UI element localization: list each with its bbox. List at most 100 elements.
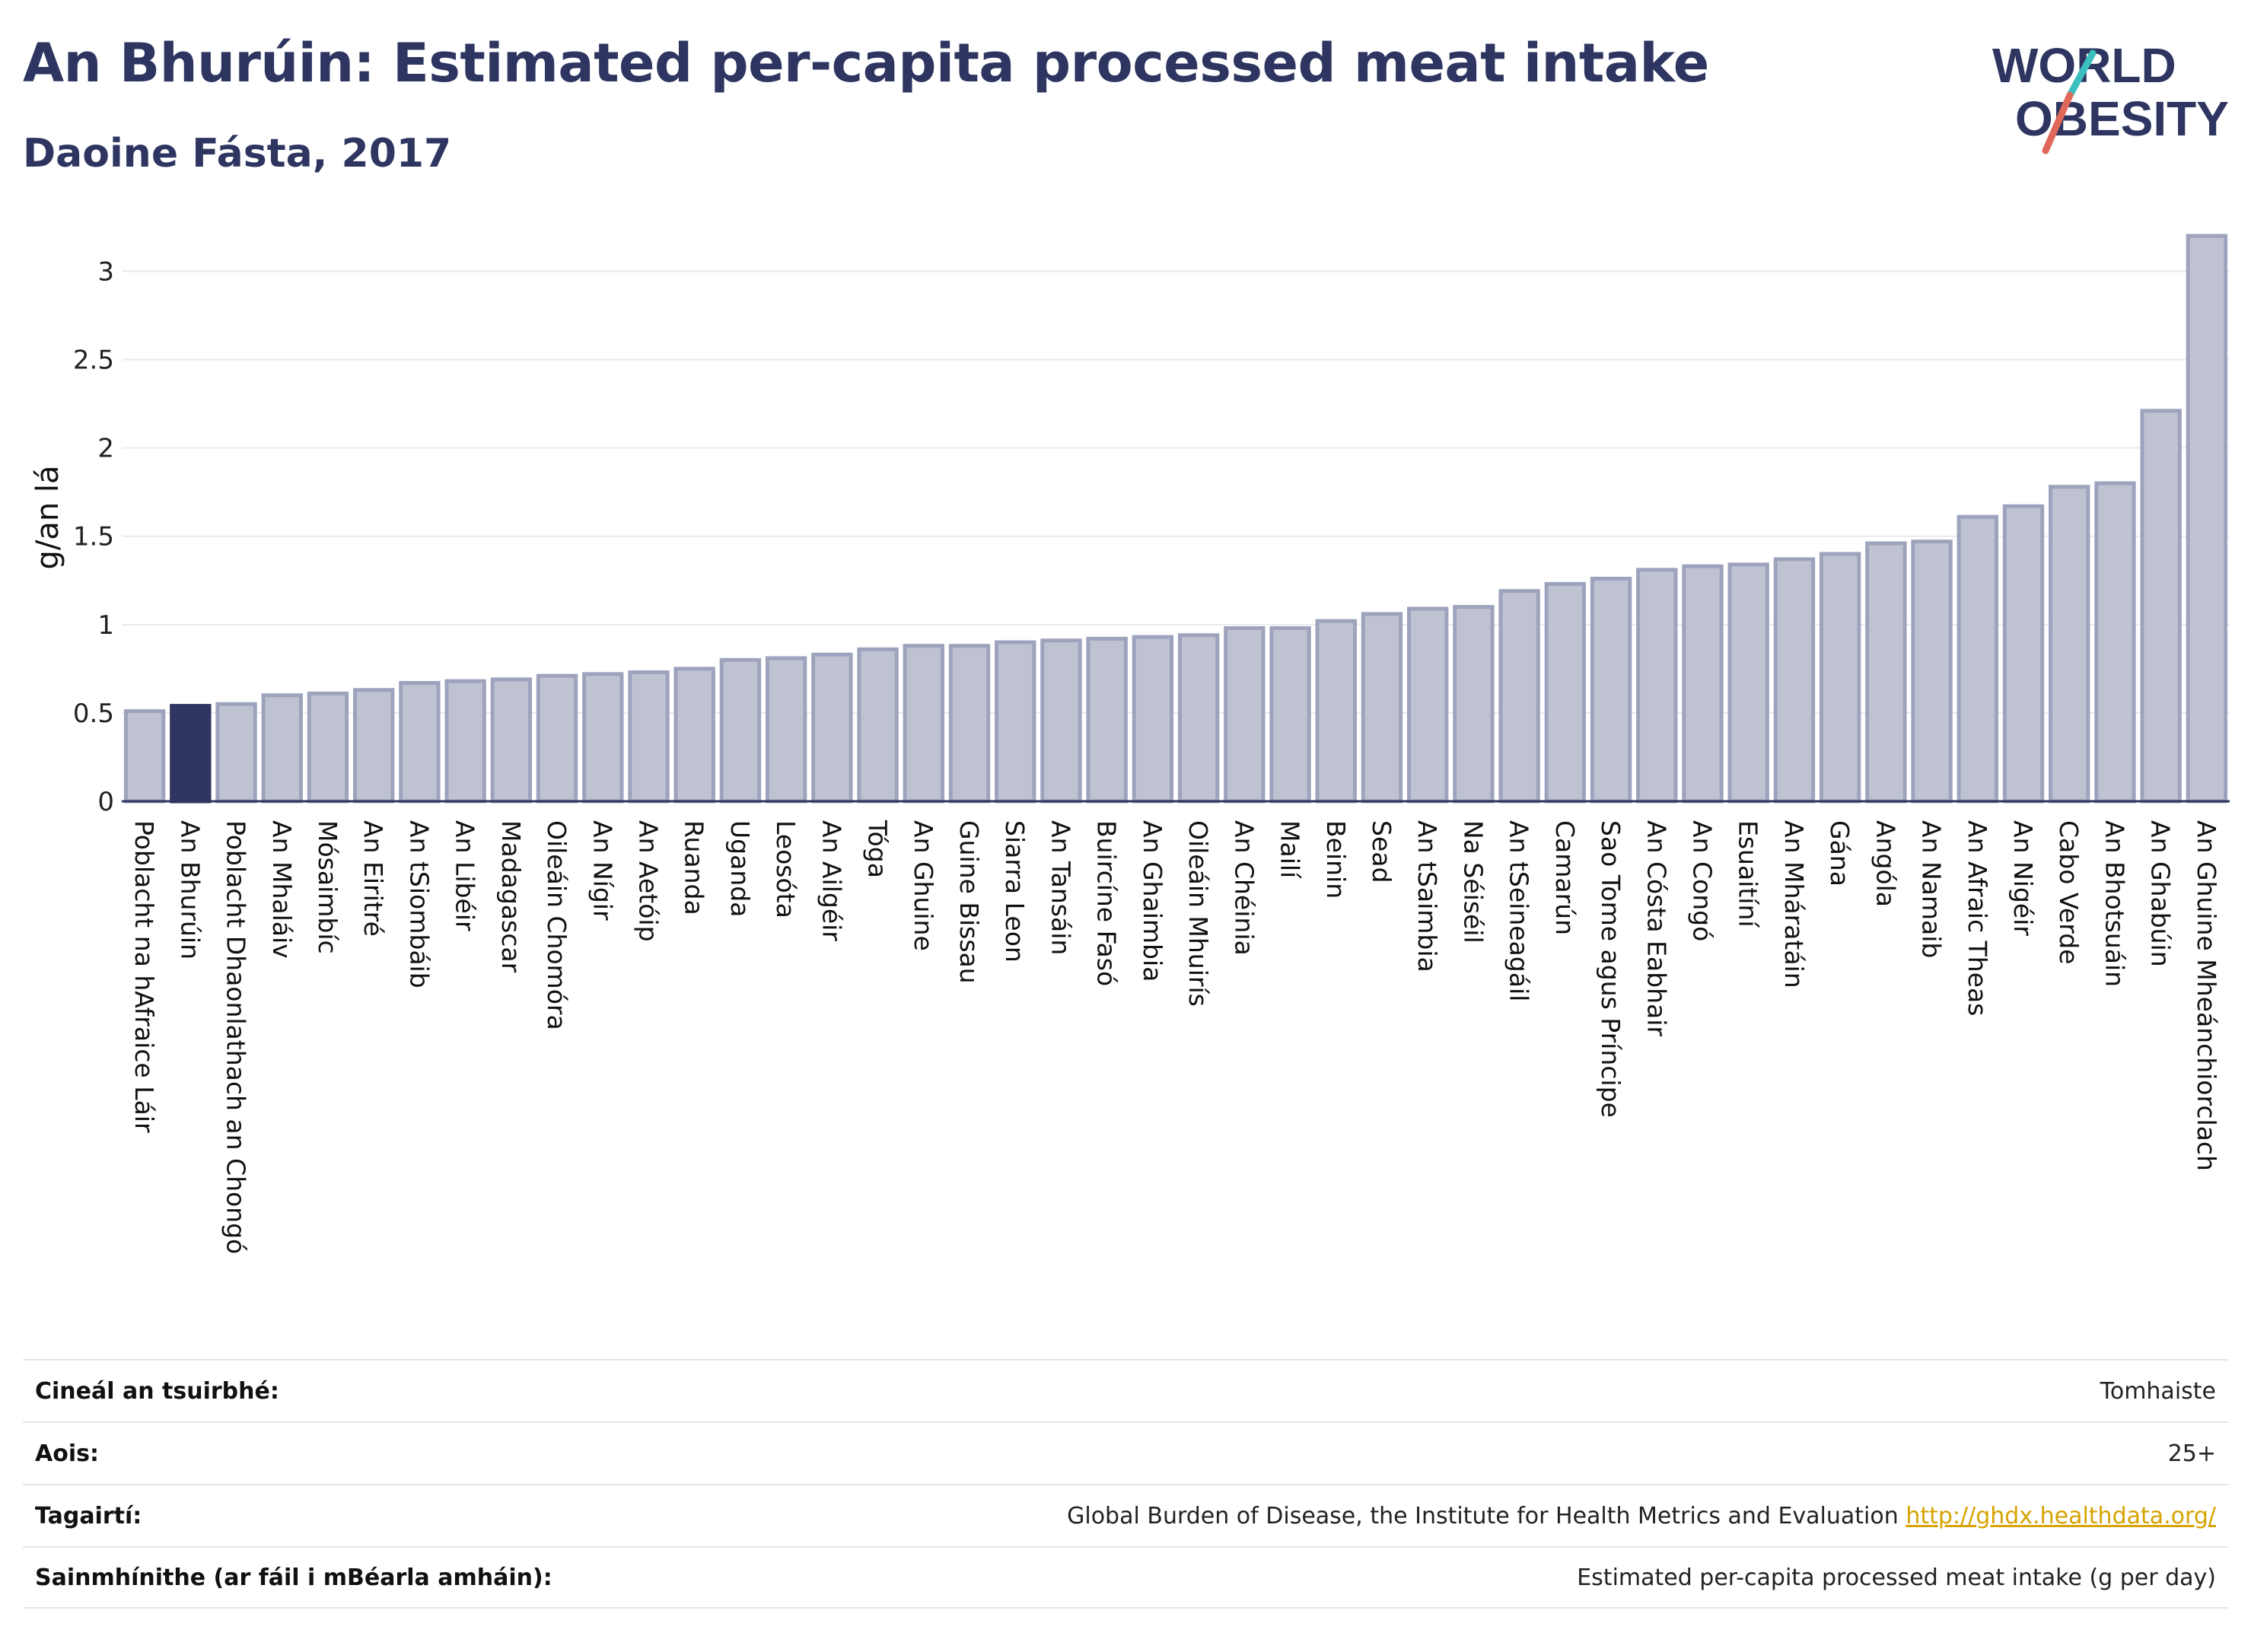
y-tick-label: 2.5: [73, 345, 114, 376]
x-tick-label: Oileáin Chomóra: [542, 820, 572, 1030]
x-tick-label: Ruanda: [680, 820, 709, 915]
x-tick-label: An Namaib: [1917, 820, 1947, 958]
meta-label: Cineál an tsuirbhé:: [35, 1377, 279, 1405]
meta-value: Estimated per-capita processed meat inta…: [1577, 1564, 2216, 1591]
x-tick-label: Esuaitíní: [1734, 820, 1763, 928]
chart-subtitle: Daoine Fásta, 2017: [23, 131, 452, 177]
bar: [857, 647, 899, 804]
x-tick-label: An Libéir: [451, 820, 480, 931]
x-tick-label: Cabo Verde: [2054, 820, 2084, 964]
x-tick-label: An Nígir: [587, 820, 617, 921]
x-tick-label: An Aetóip: [634, 820, 664, 942]
meta-row-definitions: Sainmhínithe (ar fáil i mBéarla amháin):…: [23, 1546, 2228, 1609]
reference-text: Global Burden of Disease, the Institute …: [1067, 1502, 1899, 1529]
y-tick-label: 0: [97, 787, 114, 817]
bar: [948, 644, 991, 804]
bar: [811, 652, 853, 804]
bar: [1269, 625, 1311, 804]
metadata-table: Cineál an tsuirbhé: Tomhaiste Aois: 25+ …: [23, 1359, 2228, 1609]
x-axis-labels: Poblacht na hAfraice Láir An Bhurúin Pobla…: [129, 820, 2221, 1254]
bar: [1407, 606, 1449, 804]
x-tick-label: An Ghuine: [909, 820, 938, 951]
bar: [765, 656, 807, 804]
bar: [1040, 638, 1082, 804]
x-tick-label: An Bhotsuáin: [2100, 820, 2129, 987]
x-tick-label: Angóla: [1871, 820, 1900, 907]
y-tick-label: 3: [97, 256, 114, 287]
bar: [1636, 568, 1678, 804]
y-tick-label: 1: [97, 610, 114, 641]
bar: [1453, 605, 1495, 804]
x-tick-label: Siarra Leon: [1000, 820, 1030, 963]
bar: [1590, 576, 1632, 804]
logo-slash-teal: [2066, 49, 2097, 99]
reference-link[interactable]: http://ghdx.healthdata.org/: [1906, 1502, 2216, 1529]
bar: [2186, 234, 2228, 804]
bar: [1544, 581, 1587, 804]
x-tick-label: An Eiritré: [358, 820, 388, 937]
bar-highlighted: [170, 704, 212, 804]
bar: [995, 640, 1036, 804]
bar: [1086, 636, 1128, 804]
meta-label: Sainmhínithe (ar fáil i mBéarla amháin):: [35, 1564, 552, 1591]
bar: [1177, 633, 1220, 804]
meta-value: Tomhaiste: [2100, 1377, 2216, 1405]
x-tick-label: Uganda: [725, 820, 755, 917]
x-tick-label: Gána: [1825, 820, 1855, 886]
x-tick-label: An Ghaimbia: [1138, 820, 1167, 982]
bar: [1361, 612, 1403, 804]
y-axis-label: g/an lá: [30, 465, 65, 569]
bar: [1911, 540, 1953, 804]
x-tick-label: Poblacht na hAfraice Láir: [129, 820, 159, 1133]
bar: [903, 644, 944, 804]
y-axis-ticks: 0 0.5 1 1.5 2 2.5 3: [73, 256, 114, 817]
x-tick-label: An Chéinia: [1229, 820, 1259, 956]
x-tick-label: Leosóta: [771, 820, 801, 918]
bar: [261, 693, 303, 804]
bar: [2094, 481, 2136, 804]
bar: [2049, 485, 2090, 804]
meta-row-survey-type: Cineál an tsuirbhé: Tomhaiste: [23, 1359, 2228, 1421]
meta-row-age: Aois: 25+: [23, 1421, 2228, 1484]
x-tick-label: An Ghuine Mheánchiorclach: [2192, 820, 2221, 1171]
bar: [536, 673, 578, 804]
bar: [582, 672, 624, 804]
x-tick-label: An tSiombáib: [404, 820, 434, 988]
x-tick-label: Madagascar: [496, 820, 526, 973]
bar: [1773, 557, 1816, 804]
x-tick-label: An Congó: [1688, 820, 1718, 941]
x-tick-label: Mósaimbíc: [313, 820, 342, 954]
x-tick-label: An tSaimbia: [1412, 820, 1442, 972]
bar: [628, 670, 670, 804]
bar: [1819, 552, 1861, 804]
bars: [123, 234, 2228, 804]
x-tick-label: An Afraic Theas: [1963, 820, 1992, 1016]
x-tick-label: Poblacht Dhaonlathach an Chongó: [221, 820, 251, 1254]
x-tick-label: An tSeineagáil: [1504, 820, 1534, 1001]
x-tick-label: An Tansáin: [1046, 820, 1075, 955]
bar: [2002, 504, 2045, 804]
meta-label: Tagairtí:: [35, 1502, 142, 1529]
x-tick-label: An Cósta Eabhair: [1641, 820, 1671, 1036]
x-tick-label: Oileáin Mhuirís: [1183, 820, 1213, 1007]
bar: [353, 688, 395, 804]
bar: [123, 709, 166, 804]
x-tick-label: Beinin: [1321, 820, 1351, 899]
x-tick-label: An Ailgéir: [817, 820, 846, 941]
bar: [1132, 635, 1174, 804]
bar: [1224, 625, 1266, 804]
x-tick-label: Sead: [1367, 820, 1396, 883]
bar: [673, 667, 715, 804]
x-tick-label: An Nigéir: [2008, 820, 2038, 936]
y-tick-label: 0.5: [73, 699, 114, 729]
chart-title: An Bhurúin: Estimated per-capita process…: [23, 32, 1709, 94]
x-tick-label: Mailí: [1275, 820, 1305, 880]
bar: [1682, 564, 1724, 804]
bar-chart: 0 0.5 1 1.5 2 2.5 3 Poblacht na hAfraice Láir A…: [30, 234, 2230, 1254]
logo-slash-red: [2042, 91, 2074, 154]
bar: [1956, 514, 1998, 804]
x-tick-label: An Mháratáin: [1779, 820, 1809, 988]
bar: [215, 702, 257, 804]
x-tick-label: An Bhurúin: [175, 820, 205, 960]
x-tick-label: Camarún: [1550, 820, 1580, 935]
